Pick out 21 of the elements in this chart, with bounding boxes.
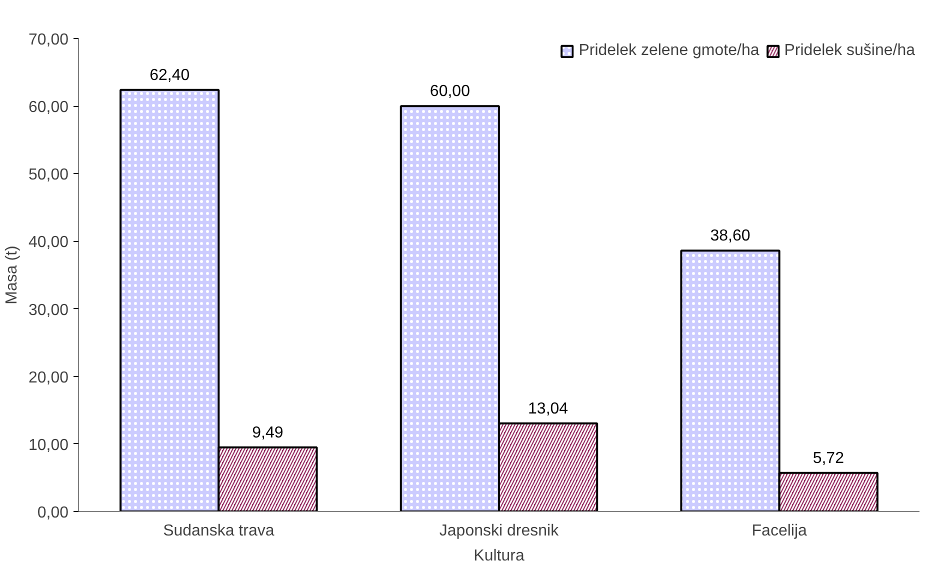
legend-label: Pridelek sušine/ha	[784, 42, 915, 60]
y-tick-label: 10,00	[28, 436, 69, 454]
data-label: 5,72	[812, 450, 844, 467]
data-label: 13,04	[528, 400, 568, 418]
y-tick-label: 0,00	[37, 504, 69, 522]
data-label: 62,40	[150, 66, 190, 84]
y-tick-label: 70,00	[28, 32, 69, 48]
x-tick-label: Sudanska trava	[163, 522, 274, 540]
y-tick-label: 60,00	[28, 99, 69, 116]
y-tick-label: 20,00	[28, 369, 69, 386]
data-label: 38,60	[710, 228, 750, 245]
x-tick-label: Japonski dresnik	[439, 522, 560, 540]
legend-label: Pridelek zelene gmote/ha	[578, 42, 760, 60]
data-label: 9,49	[252, 424, 284, 442]
x-axis-title: Kultura	[474, 548, 524, 564]
y-tick-label: 30,00	[28, 302, 69, 319]
y-tick-label: 40,00	[28, 234, 69, 252]
data-label: 60,00	[430, 83, 470, 100]
x-tick-label: Facelija	[752, 522, 807, 540]
y-axis-title: Masa (t)	[3, 246, 20, 304]
y-tick-label: 50,00	[28, 166, 69, 184]
